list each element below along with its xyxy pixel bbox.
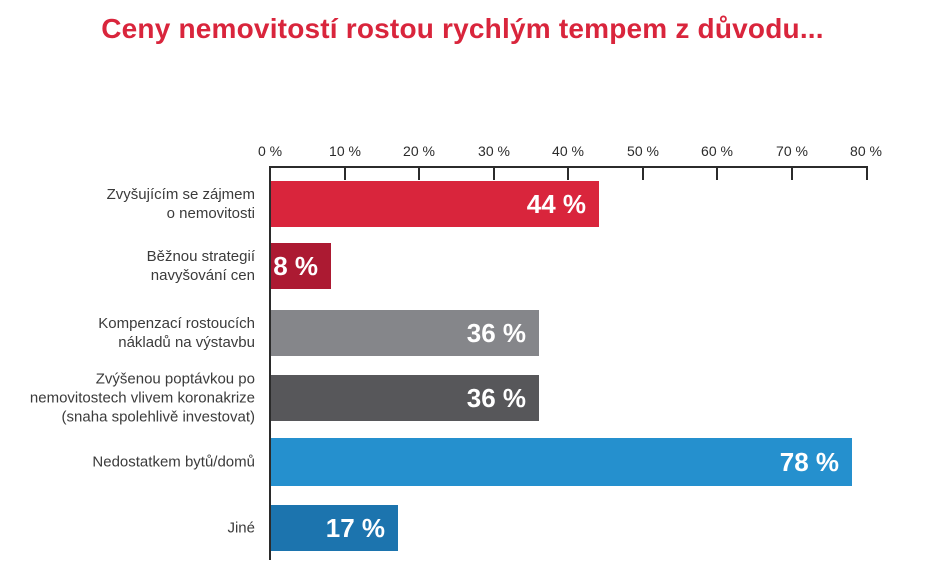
bar-row-nedostatkem-bytu: Nedostatkem bytů/domů 78 % [0, 438, 925, 486]
value-label: 78 % [779, 446, 839, 477]
axis-tick-label-60: 60 % [701, 143, 733, 159]
value-label: 17 % [325, 512, 385, 543]
bar: 44 % [271, 181, 599, 227]
bar: 8 % [271, 243, 331, 289]
y-axis-line [269, 166, 271, 560]
category-label: Kompenzací rostoucích nákladů na výstavb… [98, 315, 255, 351]
chart-title: Ceny nemovitostí rostou rychlým tempem z… [101, 13, 824, 44]
axis-tick-mark [418, 166, 420, 180]
axis-tick-mark [716, 166, 718, 180]
bar-row-jine: Jiné 17 % [0, 505, 925, 551]
bar: 36 % [271, 375, 539, 421]
axis-tick-mark [642, 166, 644, 180]
axis-tick-label-80: 80 % [850, 143, 882, 159]
category-label: Nedostatkem bytů/domů [92, 453, 255, 471]
category-label: Zvyšujícím se zájmem o nemovitosti [106, 186, 255, 222]
value-label: 44 % [526, 188, 586, 219]
bar-row-beznou-strategii: Běžnou strategií navyšování cen 8 % [0, 243, 925, 289]
axis-tick-mark [866, 166, 868, 180]
axis-tick-mark [269, 166, 271, 180]
axis-tick-mark [791, 166, 793, 180]
category-label: Zvýšenou poptávkou po nemovitostech vliv… [29, 370, 255, 426]
axis-tick-label-70: 70 % [776, 143, 808, 159]
axis-tick-label-50: 50 % [627, 143, 659, 159]
category-label: Běžnou strategií navyšování cen [146, 248, 255, 284]
axis-tick-mark [493, 166, 495, 180]
axis-tick-mark [344, 166, 346, 180]
axis-tick-label-20: 20 % [403, 143, 435, 159]
bar-row-kompenzaci-nakladu: Kompenzací rostoucích nákladů na výstavb… [0, 310, 925, 356]
axis-tick-label-30: 30 % [478, 143, 510, 159]
value-label: 36 % [466, 382, 526, 413]
value-label: 8 % [273, 250, 318, 281]
bar: 78 % [271, 438, 852, 486]
value-label: 36 % [466, 317, 526, 348]
category-label: Jiné [227, 519, 255, 537]
axis-tick-label-10: 10 % [329, 143, 361, 159]
axis-tick-label-0: 0 % [257, 143, 283, 159]
bar-row-zvysenou-poptavkou: Zvýšenou poptávkou po nemovitostech vliv… [0, 371, 925, 426]
bar: 17 % [271, 505, 398, 551]
axis-tick-label-40: 40 % [552, 143, 584, 159]
bar: 36 % [271, 310, 539, 356]
axis-tick-mark [567, 166, 569, 180]
bar-row-zvysujicim-se-zajmem: Zvyšujícím se zájmem o nemovitosti 44 % [0, 181, 925, 227]
